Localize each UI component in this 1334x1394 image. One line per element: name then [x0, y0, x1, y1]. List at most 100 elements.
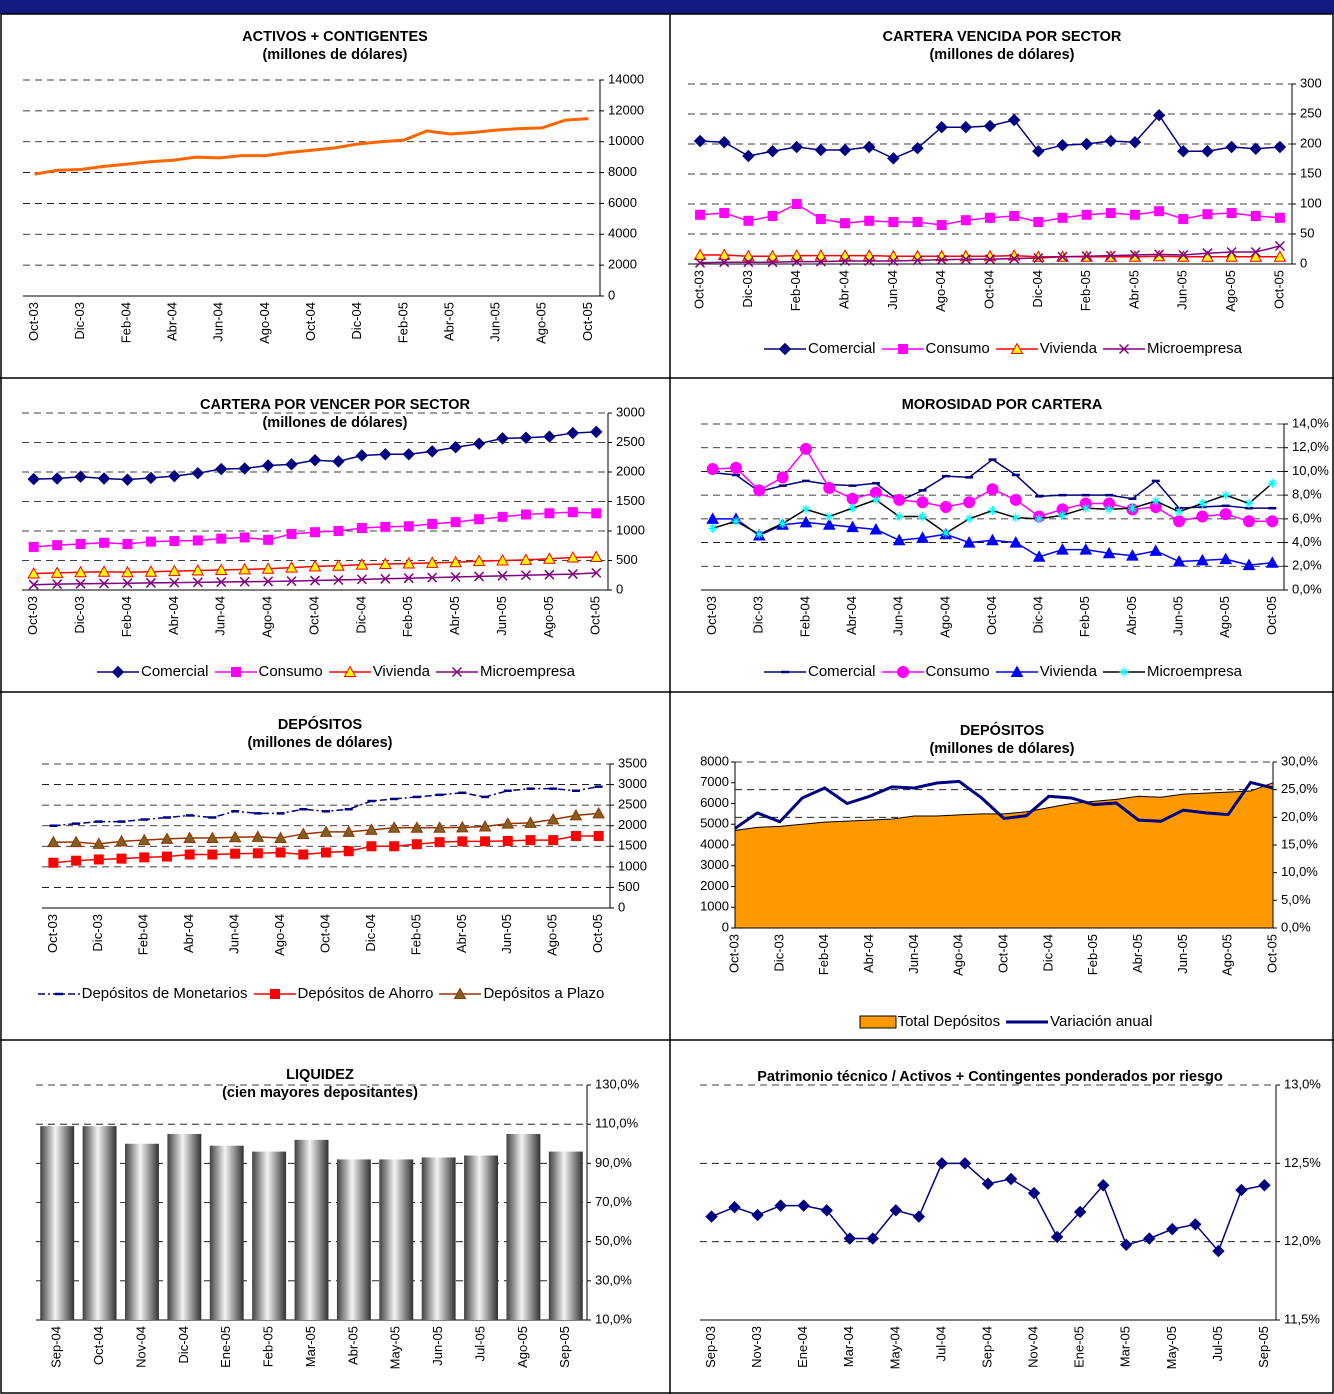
- marker: [1258, 1179, 1271, 1192]
- marker: [403, 573, 414, 584]
- marker: [27, 472, 40, 486]
- marker: [355, 558, 369, 570]
- x-tick-label: Abr-05: [447, 596, 462, 635]
- chart-title-block: CARTERA POR VENCER POR SECTOR (millones d…: [65, 396, 605, 432]
- marker: [239, 532, 250, 543]
- marker: [799, 442, 812, 455]
- x-tick-label: Jul-05: [1210, 1326, 1225, 1361]
- marker: [1225, 140, 1238, 154]
- legend-item: Comercial: [762, 660, 876, 684]
- marker: [263, 576, 274, 587]
- marker: [791, 256, 802, 267]
- marker: [918, 511, 928, 521]
- chart-subtitle: (millones de dólares): [929, 47, 1075, 63]
- y-tick-label: 100: [1300, 195, 1322, 210]
- bar: [40, 1126, 75, 1320]
- marker: [1119, 667, 1129, 677]
- marker: [892, 533, 906, 546]
- x-tick-label: Sep-03: [703, 1326, 718, 1368]
- marker: [985, 212, 995, 223]
- y-tick-label: 6,0%: [1292, 510, 1322, 525]
- marker: [169, 536, 180, 547]
- marker: [474, 514, 485, 525]
- legend: Depósitos de Monetarios Depósitos de Ahor…: [20, 982, 620, 1006]
- marker: [822, 518, 836, 530]
- marker: [591, 567, 602, 578]
- marker: [286, 576, 297, 587]
- x-tick-label: Oct-03: [692, 270, 707, 309]
- marker: [1154, 249, 1165, 260]
- marker: [1177, 144, 1190, 158]
- marker: [1154, 206, 1165, 217]
- marker: [252, 848, 263, 859]
- marker: [457, 836, 468, 847]
- y-tick-label: 30,0%: [595, 1272, 632, 1287]
- legend-item: Vivienda: [327, 660, 430, 684]
- legend-label: Depósitos a Plazo: [483, 985, 605, 1002]
- marker: [261, 562, 275, 574]
- marker: [122, 578, 133, 589]
- marker: [502, 835, 513, 846]
- x-tick-label: Sep-05: [1256, 1326, 1271, 1368]
- x-tick-label: Ago-05: [515, 1326, 530, 1368]
- y-tick-label: 10,0%: [1281, 864, 1318, 879]
- marker: [454, 987, 467, 999]
- marker: [767, 257, 778, 268]
- marker: [99, 578, 110, 589]
- y-tick-label: 4,0%: [1292, 534, 1322, 549]
- marker: [1009, 536, 1023, 548]
- marker: [1009, 253, 1020, 264]
- marker: [191, 466, 205, 480]
- marker: [480, 836, 491, 847]
- marker: [160, 832, 174, 844]
- x-tick-label: Jun-05: [494, 596, 509, 636]
- marker: [450, 517, 461, 528]
- series-line: [53, 785, 599, 827]
- marker: [543, 430, 556, 443]
- marker: [1226, 208, 1237, 218]
- marker: [984, 254, 996, 265]
- marker: [230, 667, 241, 677]
- marker: [570, 831, 581, 841]
- marker: [1273, 250, 1287, 262]
- y-tick-label: 130,0%: [595, 1076, 640, 1091]
- y-tick-label: 0: [1300, 255, 1307, 270]
- marker: [228, 830, 242, 843]
- marker: [790, 140, 803, 154]
- marker: [1274, 240, 1285, 252]
- legend-label: Microempresa: [479, 663, 576, 680]
- marker: [916, 496, 929, 509]
- x-tick-label: Feb-04: [797, 596, 812, 637]
- marker: [52, 579, 63, 590]
- series-line: [33, 572, 597, 586]
- marker: [525, 835, 536, 846]
- marker: [1033, 252, 1044, 264]
- y-tick-label: 6000: [700, 795, 729, 810]
- x-tick-label: Ene-04: [795, 1326, 810, 1368]
- marker: [778, 342, 792, 356]
- marker: [1250, 246, 1261, 258]
- x-tick-label: Ago-04: [260, 596, 275, 638]
- y-tick-label: 3500: [618, 755, 647, 770]
- legend-icon: [1102, 667, 1145, 677]
- series-area: [734, 782, 1274, 929]
- marker: [1120, 1238, 1133, 1252]
- y-tick-label: 2000: [700, 878, 729, 893]
- marker: [731, 516, 741, 526]
- x-tick-label: Feb-04: [136, 914, 151, 955]
- y-tick-label: 1000: [618, 858, 647, 873]
- marker: [912, 255, 923, 266]
- marker: [71, 855, 82, 866]
- marker: [1266, 515, 1279, 528]
- marker: [1143, 1232, 1156, 1245]
- bar: [421, 1157, 456, 1320]
- marker: [1129, 249, 1140, 261]
- x-tick-label: Oct-03: [45, 914, 60, 953]
- marker: [790, 249, 804, 261]
- marker: [693, 248, 707, 260]
- marker: [309, 575, 321, 586]
- marker: [1273, 140, 1287, 154]
- legend-label: Microempresa: [1146, 340, 1243, 357]
- marker: [708, 523, 718, 533]
- marker: [888, 217, 899, 227]
